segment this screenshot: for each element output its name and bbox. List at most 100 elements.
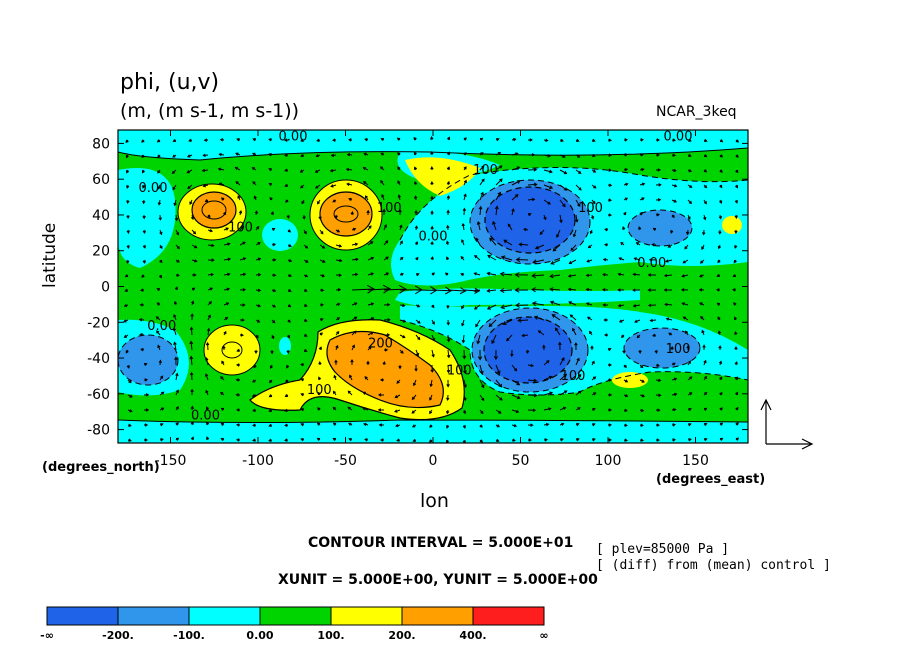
wind-arrow: [379, 166, 385, 171]
wind-arrow: [537, 330, 545, 336]
wind-arrow: [699, 259, 705, 264]
wind-arrow: [351, 272, 359, 277]
wind-arrow: [415, 334, 421, 341]
wind-arrow: [174, 286, 178, 291]
wind-arrow: [303, 333, 308, 337]
wind-arrow: [189, 371, 194, 381]
wind-arrow: [316, 138, 321, 142]
wind-arrow: [333, 374, 337, 381]
wind-arrow: [318, 376, 322, 381]
wind-arrow: [735, 169, 739, 174]
wind-arrow: [492, 220, 497, 231]
wind-arrow: [518, 242, 529, 247]
wind-arrow: [735, 406, 739, 411]
wind-arrow: [350, 359, 354, 365]
wind-arrow: [190, 313, 194, 321]
wind-arrow: [285, 199, 289, 203]
wind-arrow: [142, 259, 146, 264]
wind-arrow: [335, 302, 341, 307]
wind-arrow: [335, 258, 343, 263]
wind-arrow: [383, 333, 391, 337]
wind-arrow: [607, 348, 612, 352]
wind-arrow: [286, 214, 290, 219]
wind-arrow: [399, 349, 404, 354]
wind-arrow: [543, 391, 554, 396]
wind-arrow: [303, 229, 307, 235]
colorbar-label: 400.: [459, 629, 486, 642]
region-cyan-equator-east: [395, 288, 640, 307]
wind-arrow: [473, 272, 481, 276]
wind-arrow: [220, 197, 225, 201]
reference-arrow-up: [760, 398, 772, 444]
wind-arrow: [300, 408, 305, 412]
wind-arrow: [412, 379, 417, 387]
wind-arrow: [575, 423, 580, 427]
x-tick-label: -150: [155, 453, 187, 469]
wind-arrow: [687, 407, 692, 412]
wind-arrow: [463, 394, 467, 402]
colorbar-label: 0.00: [246, 629, 273, 642]
wind-arrow: [511, 379, 521, 386]
wind-arrow: [680, 288, 689, 292]
wind-arrow: [364, 376, 369, 381]
wind-arrow: [656, 138, 660, 142]
wind-arrow: [158, 214, 162, 221]
wind-arrow: [252, 181, 257, 186]
wind-arrow: [125, 139, 129, 144]
wind-arrow: [159, 229, 163, 236]
wind-arrow: [570, 244, 577, 251]
wind-arrow: [511, 394, 521, 400]
x-tick-label: 150: [682, 453, 709, 469]
contour-label: 100: [666, 342, 691, 357]
wind-arrow: [335, 344, 339, 351]
contour-line: [399, 319, 748, 396]
wind-arrow: [515, 257, 529, 263]
y-tick-label: -20: [87, 315, 110, 331]
wind-arrow: [447, 287, 467, 295]
wind-arrow: [287, 258, 293, 263]
wind-arrow: [287, 304, 292, 308]
wind-arrow: [665, 317, 673, 321]
wind-arrow: [189, 326, 194, 336]
wind-arrow: [303, 244, 309, 249]
wind-arrow: [329, 169, 337, 173]
wind-arrow: [687, 138, 692, 142]
wind-arrow: [203, 138, 209, 142]
wind-arrow: [446, 256, 450, 261]
wind-arrow: [527, 423, 534, 427]
wind-arrow: [159, 423, 164, 427]
wind-arrow: [268, 423, 273, 427]
wind-arrow: [364, 138, 369, 142]
wind-arrow: [575, 184, 582, 191]
wind-arrow: [632, 288, 641, 292]
wind-arrow: [717, 259, 721, 264]
wind-arrow: [415, 319, 421, 324]
wind-arrow: [647, 273, 657, 277]
wind-arrow: [252, 408, 257, 412]
wind-arrow: [527, 393, 538, 398]
wind-arrow: [123, 303, 129, 308]
contour-line: [221, 341, 243, 359]
wind-arrow: [495, 438, 500, 442]
wind-arrow: [237, 195, 241, 201]
wind-arrow: [444, 272, 449, 276]
contour-label: 100: [377, 201, 402, 216]
wind-arrow: [607, 168, 612, 172]
wind-arrow: [491, 334, 497, 345]
x-unit-label: (degrees_east): [656, 472, 766, 487]
wind-arrow: [687, 184, 693, 188]
wind-arrow: [671, 184, 678, 188]
wind-arrow: [495, 394, 503, 401]
wind-arrow: [268, 168, 273, 172]
wind-arrow: [735, 154, 739, 158]
wind-arrow: [495, 152, 502, 156]
wind-arrow: [271, 273, 277, 277]
wind-arrow: [686, 344, 690, 351]
wind-arrow: [159, 391, 165, 396]
wind-arrow: [719, 407, 723, 411]
wind-arrow: [221, 360, 225, 366]
contour-label: 100: [307, 383, 332, 398]
wind-arrow: [527, 182, 538, 187]
wind-arrow: [574, 342, 578, 351]
wind-arrow: [255, 288, 262, 292]
